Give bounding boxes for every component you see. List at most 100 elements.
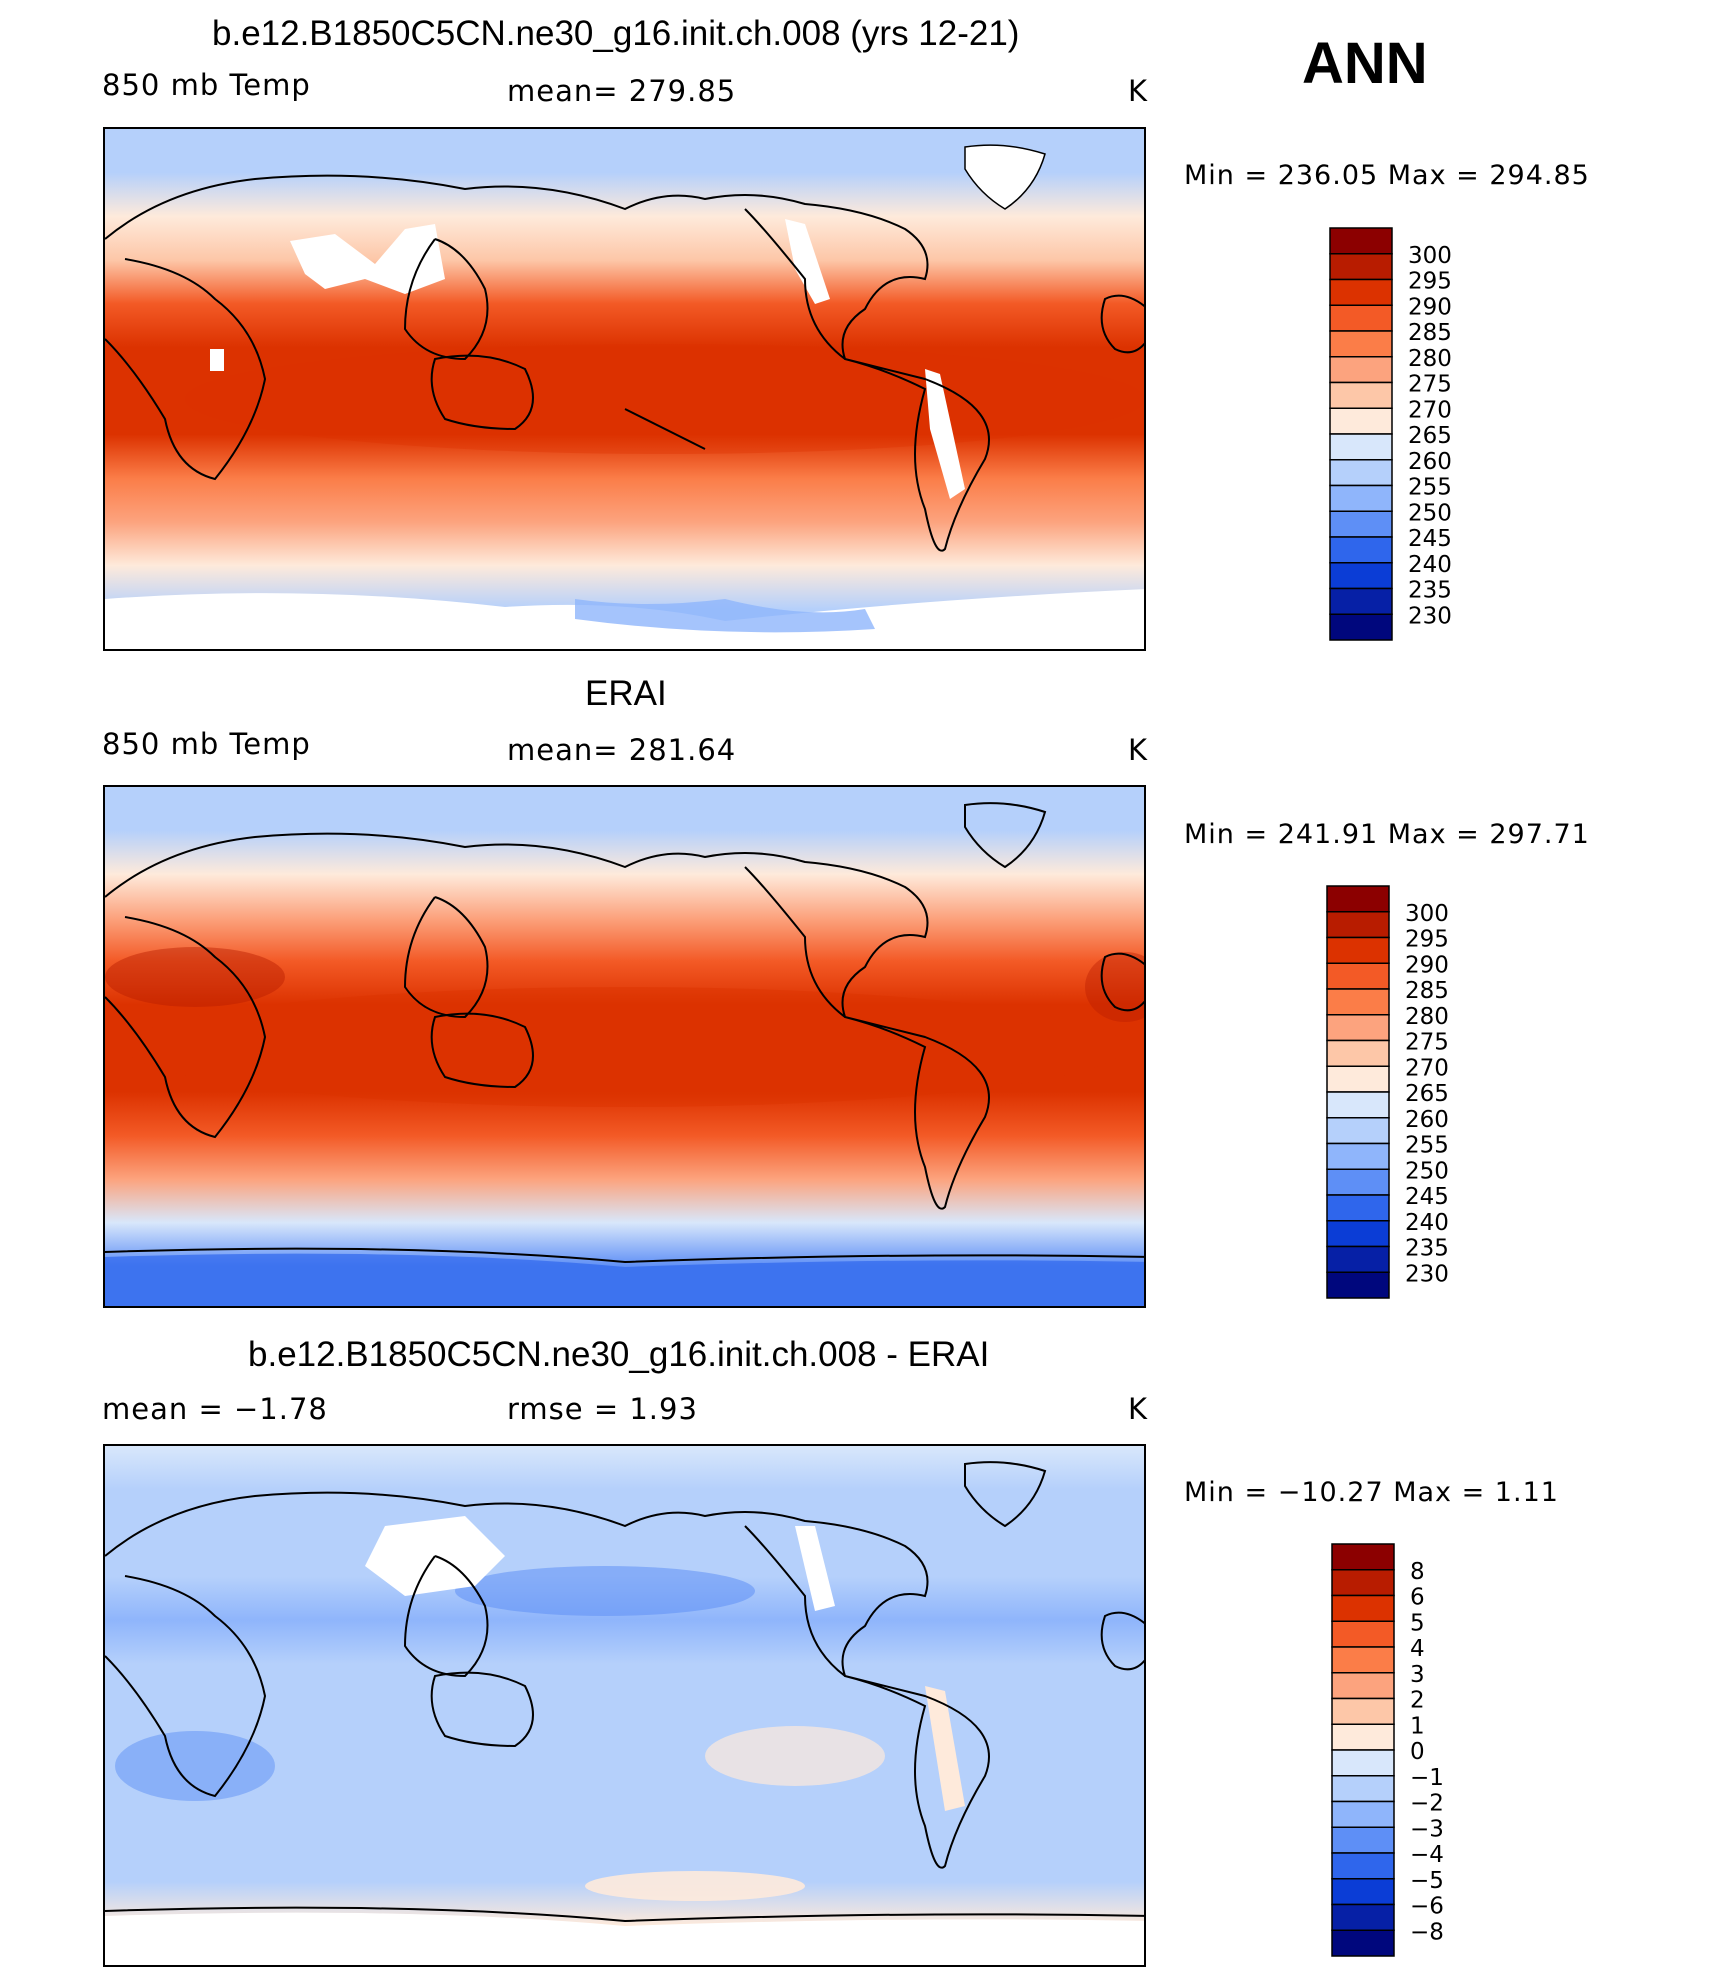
colorbar-0-tick-5: 275 bbox=[1408, 372, 1452, 398]
panel-3-rockies-mask bbox=[795, 1526, 835, 1611]
colorbar-0-tick-6: 270 bbox=[1408, 397, 1452, 423]
colorbar-1-box-7 bbox=[1326, 1065, 1390, 1093]
colorbar-2-tick-8: −1 bbox=[1410, 1765, 1444, 1791]
colorbar-0-box-11 bbox=[1329, 510, 1393, 538]
colorbar-1-box-5 bbox=[1326, 1014, 1390, 1042]
panel-1-greenland bbox=[964, 144, 1046, 210]
panel-2-title: ERAI bbox=[585, 674, 667, 713]
colorbar-2-tick-1: 6 bbox=[1410, 1585, 1425, 1611]
colorbar-0-tick-7: 265 bbox=[1408, 423, 1452, 449]
colorbar-1-box-14 bbox=[1326, 1245, 1390, 1273]
panel-3-map bbox=[103, 1444, 1146, 1967]
panel-2-field bbox=[105, 787, 1144, 1306]
panel-1-coastlines bbox=[105, 174, 1144, 552]
panel-2-mean-label: mean= 281.64 bbox=[507, 733, 737, 767]
colorbar-2-box-2 bbox=[1331, 1594, 1395, 1622]
panel-3-e-pacific-warm bbox=[705, 1726, 885, 1786]
colorbar-2-box-14 bbox=[1331, 1903, 1395, 1931]
colorbar-0-box-5 bbox=[1329, 356, 1393, 384]
panel-3-rmse-label: rmse = 1.93 bbox=[507, 1392, 698, 1426]
colorbar-1-box-3 bbox=[1326, 962, 1390, 990]
panel-3-coastlines bbox=[105, 1461, 1144, 1923]
colorbar-2-box-9 bbox=[1331, 1775, 1395, 1803]
colorbar-0-tick-0: 300 bbox=[1408, 243, 1452, 269]
panel-2-sahara-hotspot bbox=[105, 947, 285, 1007]
colorbar-0-box-4 bbox=[1329, 330, 1393, 358]
colorbar-2-tick-3: 4 bbox=[1410, 1636, 1425, 1662]
colorbar-0-box-14 bbox=[1329, 587, 1393, 615]
panel-1-antarctic-cold-patch bbox=[575, 599, 875, 633]
panel-2-min-max: Min = 241.91 Max = 297.71 bbox=[1184, 819, 1590, 850]
panel-3-andes-warm bbox=[925, 1686, 965, 1811]
colorbar-1-tick-5: 275 bbox=[1405, 1030, 1449, 1056]
colorbar-1-tick-13: 235 bbox=[1405, 1236, 1449, 1262]
panel-1-andes-mask bbox=[925, 369, 965, 499]
colorbar-2-box-12 bbox=[1331, 1852, 1395, 1880]
panel-3-colorbar: 8 6 5 4 3 2 1 0 −1 −2 −3 −4 −5 −6 −8 bbox=[1331, 1543, 1492, 1957]
colorbar-1-tick-0: 300 bbox=[1405, 901, 1449, 927]
colorbar-2-tick-7: 0 bbox=[1410, 1739, 1425, 1765]
panel-1-colorbar-svg: 3002952902852802752702652602552502452402… bbox=[1329, 227, 1452, 641]
colorbar-0-tick-11: 245 bbox=[1408, 526, 1452, 552]
panel-1-title: b.e12.B1850C5CN.ne30_g16.init.ch.008 (yr… bbox=[212, 14, 1020, 53]
panel-1-africa-mask bbox=[210, 349, 224, 371]
colorbar-0-box-7 bbox=[1329, 407, 1393, 435]
colorbar-1-tick-12: 240 bbox=[1405, 1210, 1449, 1236]
colorbar-1-box-6 bbox=[1326, 1039, 1390, 1067]
colorbar-1-tick-2: 290 bbox=[1405, 952, 1449, 978]
panel-3-s-atlantic-cold bbox=[115, 1731, 275, 1801]
colorbar-2-tick-5: 2 bbox=[1410, 1688, 1425, 1714]
panel-3-mean-label: mean = −1.78 bbox=[102, 1392, 328, 1426]
colorbar-0-box-10 bbox=[1329, 484, 1393, 512]
panel-1-colorbar: 300 295 290 285 280 275 270 265 260 255 250 245 240 2… bbox=[1329, 227, 1490, 641]
colorbar-2-tick-11: −4 bbox=[1410, 1842, 1444, 1868]
colorbar-0-box-3 bbox=[1329, 304, 1393, 332]
colorbar-2-box-6 bbox=[1331, 1697, 1395, 1725]
colorbar-1-box-0 bbox=[1326, 885, 1390, 913]
colorbar-0-tick-2: 290 bbox=[1408, 294, 1452, 320]
colorbar-2-tick-13: −6 bbox=[1410, 1894, 1444, 1920]
colorbar-2-tick-9: −2 bbox=[1410, 1791, 1444, 1817]
panel-1-variable-label: 850 mb Temp bbox=[102, 68, 311, 102]
colorbar-2-box-3 bbox=[1331, 1620, 1395, 1648]
colorbar-1-box-4 bbox=[1326, 988, 1390, 1016]
panel-1-tibet-mask bbox=[290, 224, 445, 294]
panel-2-colorbar-svg: 3002952902852802752702652602552502452402… bbox=[1326, 885, 1449, 1299]
panel-1-field bbox=[105, 129, 1144, 649]
panel-2-units-label: K bbox=[1128, 733, 1149, 767]
panel-1-rockies-mask bbox=[785, 219, 830, 304]
panel-1-units-label: K bbox=[1128, 74, 1149, 108]
colorbar-1-box-2 bbox=[1326, 936, 1390, 964]
colorbar-0-tick-1: 295 bbox=[1408, 269, 1452, 295]
colorbar-2-box-15 bbox=[1331, 1929, 1395, 1957]
colorbar-0-tick-10: 250 bbox=[1408, 500, 1452, 526]
panel-2-colorbar: 300 295 290 285 280 275 270 265 260 255 250 245 240 2… bbox=[1326, 885, 1487, 1299]
colorbar-2-box-8 bbox=[1331, 1749, 1395, 1777]
panel-2-antarctic-cold bbox=[105, 1253, 1144, 1306]
colorbar-0-box-8 bbox=[1329, 433, 1393, 461]
colorbar-0-box-13 bbox=[1329, 562, 1393, 590]
panel-2-warm-core bbox=[125, 987, 1125, 1107]
season-label: ANN bbox=[1302, 31, 1428, 96]
colorbar-0-box-12 bbox=[1329, 536, 1393, 564]
colorbar-1-tick-3: 285 bbox=[1405, 978, 1449, 1004]
colorbar-1-box-12 bbox=[1326, 1194, 1390, 1222]
colorbar-1-tick-7: 265 bbox=[1405, 1081, 1449, 1107]
panel-2-coastlines bbox=[105, 802, 1144, 1264]
colorbar-2-box-13 bbox=[1331, 1878, 1395, 1906]
colorbar-2-tick-0: 8 bbox=[1410, 1559, 1425, 1585]
colorbar-2-box-10 bbox=[1331, 1800, 1395, 1828]
colorbar-1-box-11 bbox=[1326, 1168, 1390, 1196]
colorbar-0-tick-4: 280 bbox=[1408, 346, 1452, 372]
colorbar-0-box-1 bbox=[1329, 253, 1393, 281]
colorbar-2-box-0 bbox=[1331, 1543, 1395, 1571]
colorbar-2-tick-10: −3 bbox=[1410, 1816, 1444, 1842]
colorbar-0-tick-3: 285 bbox=[1408, 320, 1452, 346]
panel-3-units-label: K bbox=[1128, 1392, 1149, 1426]
panel-1-map bbox=[103, 127, 1146, 651]
colorbar-1-box-8 bbox=[1326, 1091, 1390, 1119]
colorbar-2-tick-6: 1 bbox=[1410, 1713, 1425, 1739]
colorbar-1-box-15 bbox=[1326, 1271, 1390, 1299]
panel-1-mean-label: mean= 279.85 bbox=[507, 74, 737, 108]
